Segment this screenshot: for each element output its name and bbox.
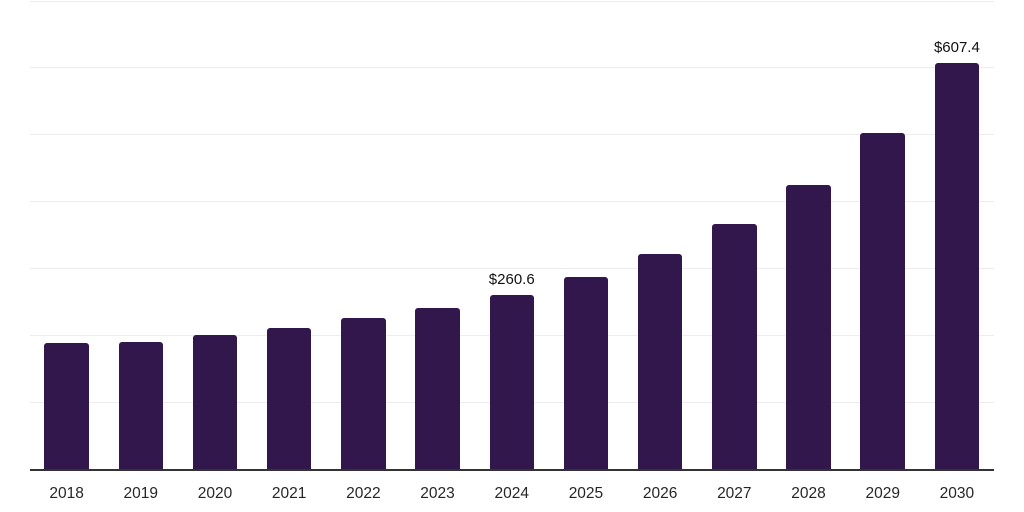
bar-2028	[786, 185, 831, 470]
data-label-2024: $260.6	[488, 271, 535, 289]
x-tick-2025: 2025	[568, 485, 604, 502]
bar-2020	[192, 334, 238, 470]
x-tick-2020: 2020	[197, 485, 233, 502]
gridline-700	[29, 0, 994, 2]
gridline-600	[29, 67, 994, 69]
data-label-2030: $607.4	[933, 38, 980, 56]
x-tick-2023: 2023	[420, 485, 455, 502]
bar-2024	[489, 295, 534, 470]
bar-2025	[563, 277, 609, 470]
bar-2022	[341, 318, 386, 470]
bar-2026	[637, 253, 683, 470]
gridline-300	[29, 268, 994, 270]
bar-2021	[266, 327, 312, 470]
gridline-500	[29, 134, 994, 136]
x-tick-2030: 2030	[939, 485, 975, 502]
x-tick-2021: 2021	[271, 485, 307, 502]
bar-2027	[712, 223, 757, 470]
gridline-400	[29, 201, 994, 203]
x-tick-2024: 2024	[494, 485, 529, 502]
x-tick-2027: 2027	[717, 485, 752, 502]
x-tick-2029: 2029	[865, 485, 900, 502]
bar-2030	[934, 62, 980, 470]
bar-2029	[860, 132, 905, 470]
x-tick-2022: 2022	[346, 485, 381, 502]
x-tick-2019: 2019	[123, 485, 159, 502]
bar-2023	[415, 308, 460, 470]
bar-2019	[118, 342, 164, 470]
bar-2018	[44, 343, 89, 470]
x-tick-2018: 2018	[49, 485, 84, 502]
x-tick-2028: 2028	[791, 485, 826, 502]
x-tick-2026: 2026	[642, 485, 678, 502]
